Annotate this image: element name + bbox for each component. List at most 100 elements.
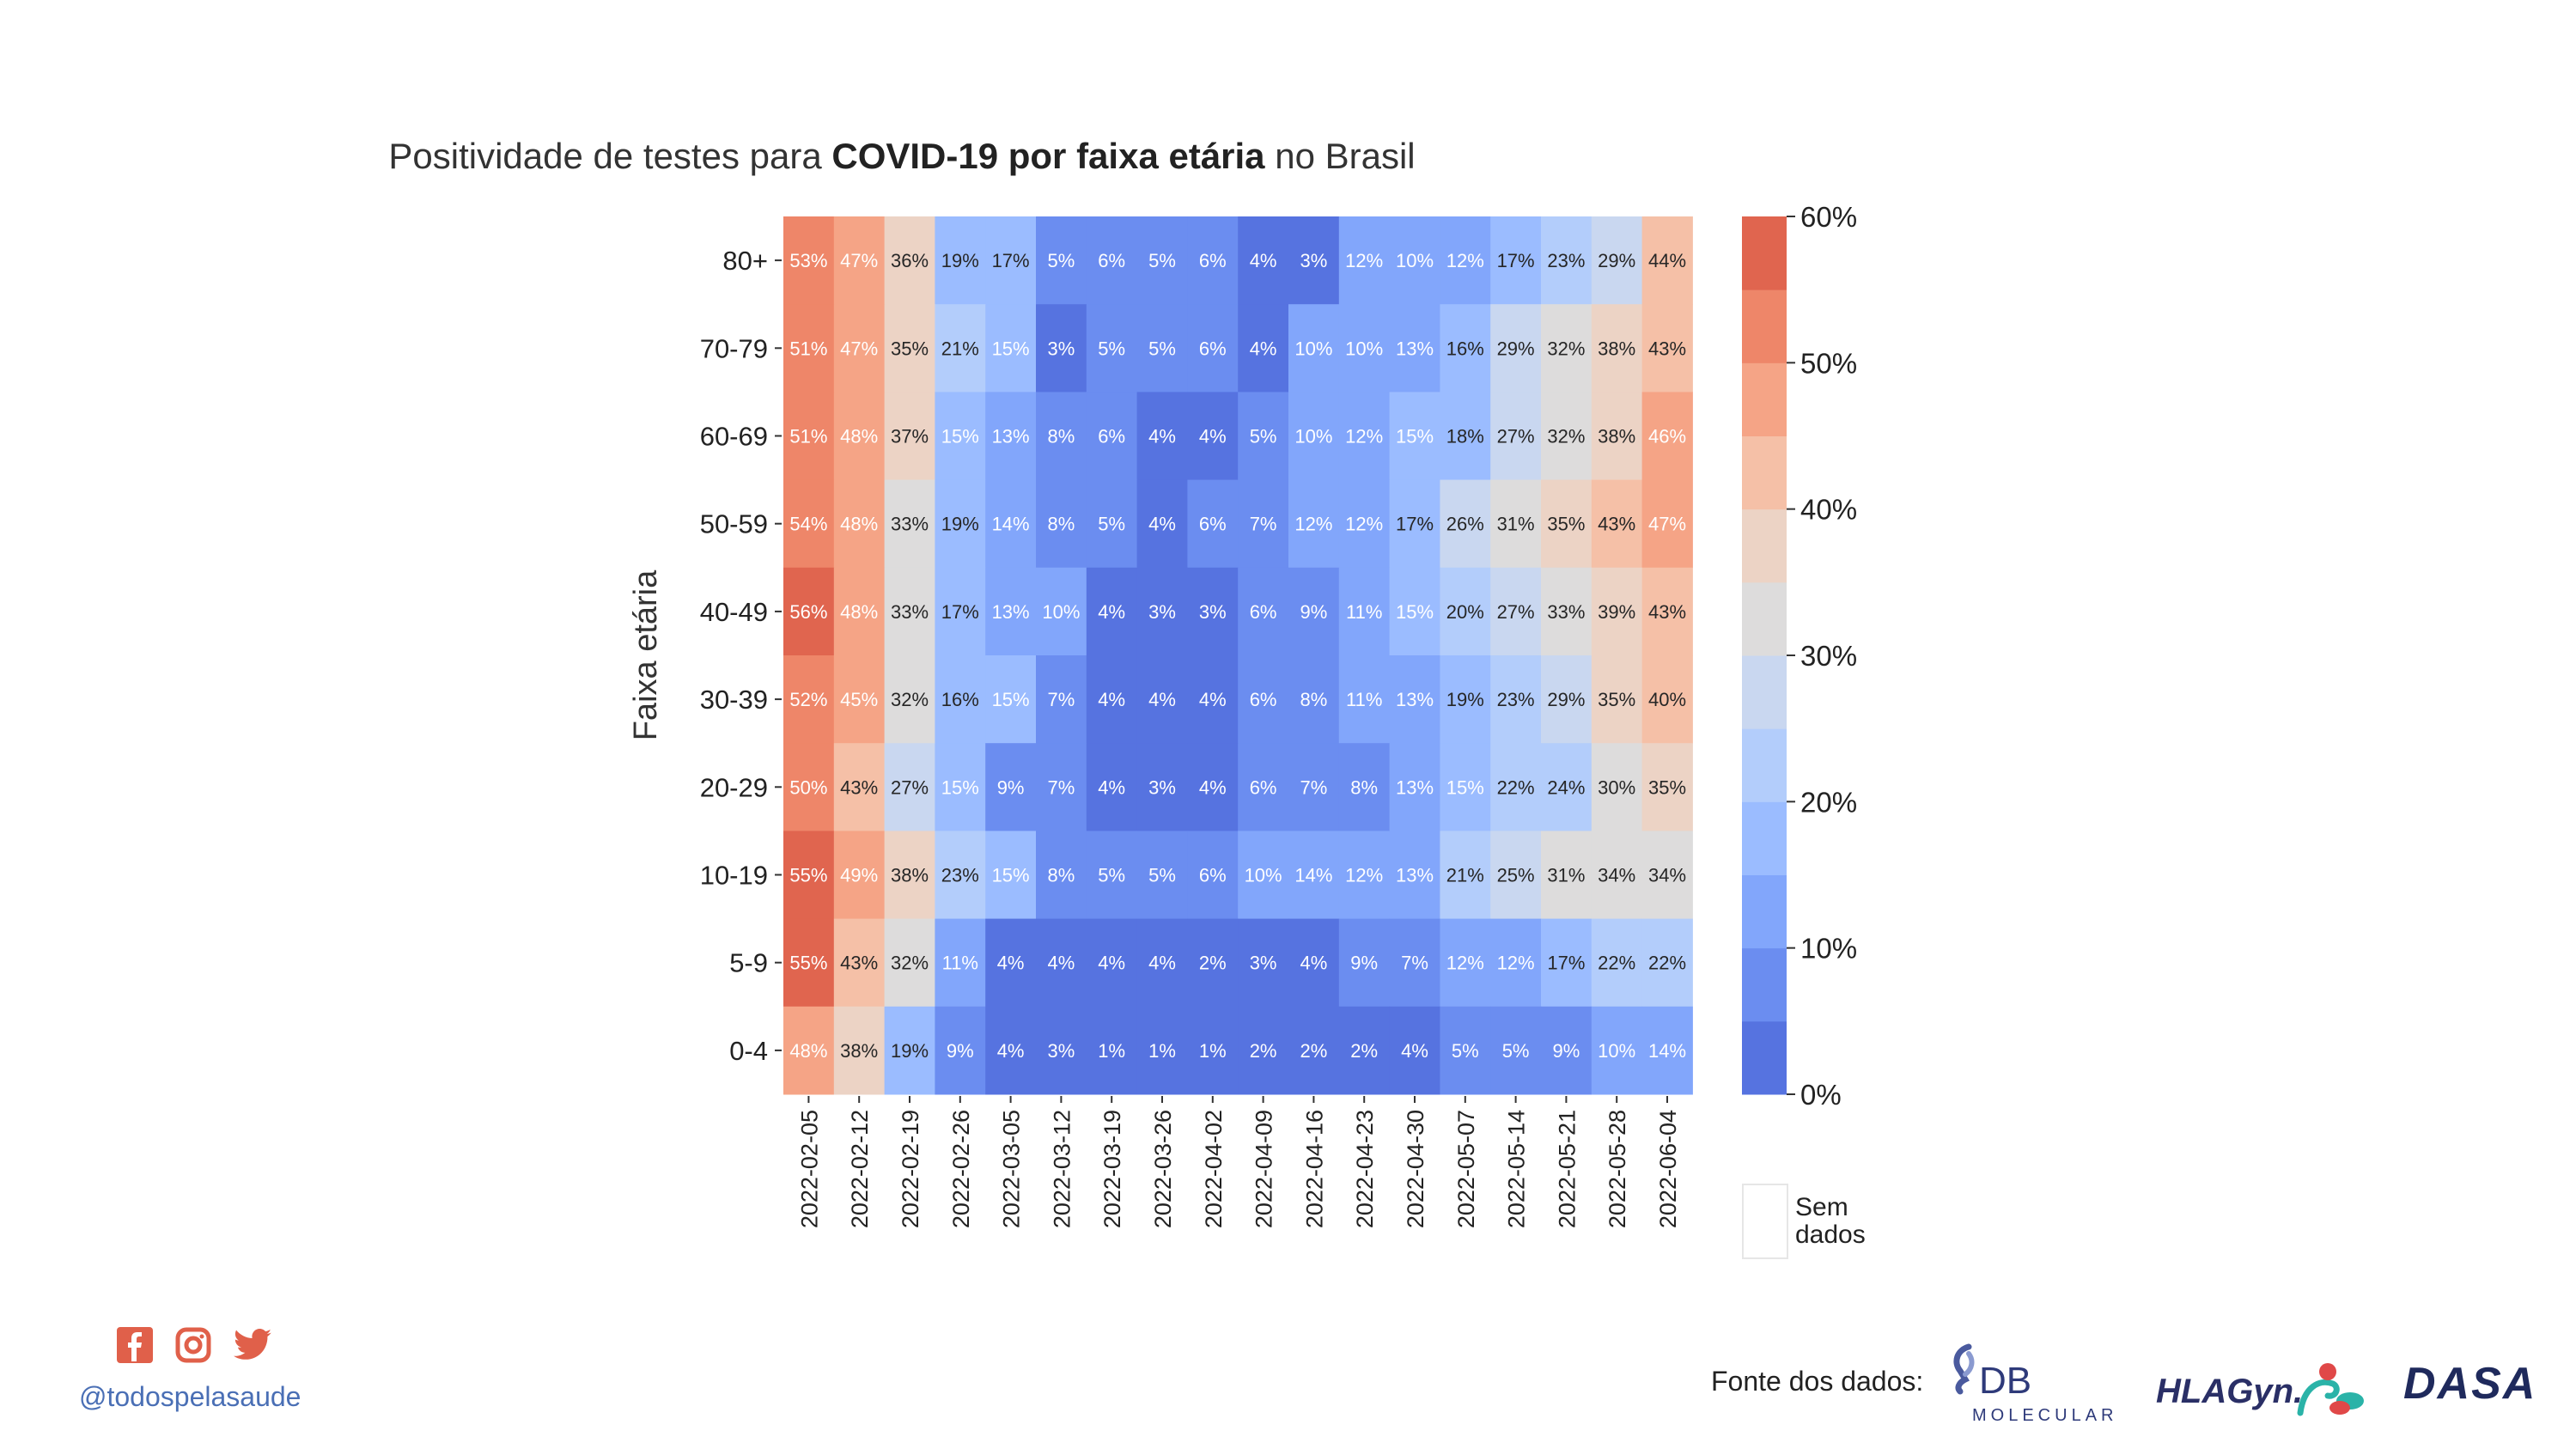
- cell-value-label: 43%: [840, 953, 878, 974]
- heatmap-cell: [1086, 479, 1138, 569]
- heatmap-cell: [1389, 1006, 1440, 1095]
- heatmap-cell: [1136, 655, 1188, 744]
- heatmap-cell: [1338, 918, 1391, 1008]
- cell-value-label: 2%: [1350, 1040, 1378, 1062]
- heatmap-cell: [1338, 743, 1391, 831]
- heatmap-cell: [1086, 392, 1138, 481]
- cell-value-label: 3%: [1300, 250, 1328, 271]
- y-tick-label: 20-29: [700, 772, 768, 802]
- cell-value-label: 6%: [1250, 776, 1277, 798]
- heatmap-cell: [783, 918, 835, 1008]
- cell-value-label: 1%: [1148, 1040, 1176, 1062]
- cell-value-label: 40%: [1648, 689, 1686, 710]
- cell-value-label: 13%: [1396, 689, 1434, 710]
- heatmap-cell: [833, 304, 886, 393]
- cell-value-label: 55%: [789, 865, 827, 886]
- cell-value-label: 6%: [1098, 426, 1125, 447]
- cell-value-label: 27%: [1497, 426, 1535, 447]
- x-tick-label: 2022-02-26: [948, 1110, 974, 1228]
- heatmap-cell: [1036, 567, 1087, 656]
- cell-value-label: 9%: [1350, 953, 1378, 974]
- cell-value-label: 14%: [992, 514, 1030, 535]
- heatmap-cell: [1440, 831, 1491, 920]
- cell-value-label: 9%: [997, 776, 1025, 798]
- cell-value-label: 24%: [1547, 776, 1585, 798]
- cell-value-label: 47%: [840, 250, 878, 271]
- cell-value-label: 38%: [840, 1040, 878, 1062]
- facebook-icon[interactable]: [117, 1327, 153, 1367]
- cell-value-label: 35%: [1648, 776, 1686, 798]
- heatmap-cell: [1389, 743, 1440, 831]
- cell-value-label: 22%: [1598, 953, 1635, 974]
- heatmap-cell: [1288, 918, 1340, 1008]
- heatmap-cell: [1187, 743, 1239, 831]
- cell-value-label: 2%: [1300, 1040, 1328, 1062]
- cell-value-label: 19%: [1446, 689, 1484, 710]
- heatmap-cell: [1490, 479, 1542, 569]
- cell-value-label: 4%: [1250, 250, 1277, 271]
- cell-value-label: 4%: [1098, 689, 1125, 710]
- cell-value-label: 15%: [1396, 426, 1434, 447]
- cell-value-label: 17%: [1547, 953, 1585, 974]
- heatmap-cell: [1136, 392, 1188, 481]
- hlagyn-logo-text: HLAGyn.: [2156, 1373, 2303, 1410]
- heatmap-cell: [1591, 918, 1643, 1008]
- heatmap-cell: [985, 479, 1037, 569]
- cell-value-label: 54%: [789, 514, 827, 535]
- heatmap-cell: [1036, 743, 1087, 831]
- heatmap-cell: [1086, 216, 1138, 305]
- y-tick-label: 80+: [722, 246, 768, 276]
- heatmap-cell: [1389, 479, 1440, 569]
- heatmap-cell: [1490, 216, 1542, 305]
- cell-value-label: 4%: [1148, 426, 1176, 447]
- heatmap-cell: [1541, 479, 1592, 569]
- heatmap-cell: [884, 567, 935, 656]
- colorbar-tick-label: 60%: [1800, 201, 1857, 233]
- y-tick-label: 40-49: [700, 597, 768, 627]
- cell-value-label: 34%: [1648, 865, 1686, 886]
- heatmap-cell: [1288, 304, 1340, 393]
- heatmap-cell: [1187, 567, 1239, 656]
- cell-value-label: 17%: [992, 250, 1030, 271]
- cell-value-label: 32%: [891, 953, 929, 974]
- cell-value-label: 3%: [1199, 601, 1227, 623]
- instagram-icon[interactable]: [175, 1327, 211, 1367]
- heatmap-cell: [1086, 567, 1138, 656]
- heatmap-cell: [985, 918, 1037, 1008]
- heatmap-cell: [1187, 831, 1239, 920]
- no-data-label-line2: dados: [1795, 1221, 1866, 1249]
- cell-value-label: 47%: [1648, 514, 1686, 535]
- cell-value-label: 4%: [1401, 1040, 1428, 1062]
- heatmap-cell: [1288, 567, 1340, 656]
- cell-value-label: 33%: [1547, 601, 1585, 623]
- heatmap-cell: [1086, 743, 1138, 831]
- heatmap-cell: [1036, 655, 1087, 744]
- cell-value-label: 4%: [1098, 601, 1125, 623]
- cell-value-label: 35%: [1598, 689, 1635, 710]
- heatmap-cell: [1389, 831, 1440, 920]
- heatmap-cell: [1036, 918, 1087, 1008]
- cell-value-label: 12%: [1345, 865, 1383, 886]
- heatmap-cell: [783, 216, 835, 305]
- heatmap-cell: [1541, 655, 1592, 744]
- heatmap-cell: [1288, 392, 1340, 481]
- twitter-icon[interactable]: [234, 1329, 271, 1366]
- heatmap-cell: [1641, 1006, 1693, 1095]
- cell-value-label: 3%: [1048, 338, 1075, 359]
- cell-value-label: 39%: [1598, 601, 1635, 623]
- colorbar-tick-label: 20%: [1800, 786, 1857, 818]
- cell-value-label: 32%: [891, 689, 929, 710]
- cell-value-label: 15%: [941, 426, 979, 447]
- hlagyn-logo: HLAGyn.: [2156, 1353, 2379, 1434]
- cell-value-label: 4%: [1148, 689, 1176, 710]
- x-tick-label: 2022-04-30: [1403, 1110, 1428, 1228]
- heatmap-cell: [1541, 743, 1592, 831]
- heatmap-cell: [1187, 479, 1239, 569]
- cell-value-label: 16%: [941, 689, 979, 710]
- social-handle[interactable]: @todospelasaude: [79, 1381, 301, 1412]
- cell-value-label: 32%: [1547, 426, 1585, 447]
- heatmap-cell: [985, 304, 1037, 393]
- heatmap-cell: [1490, 567, 1542, 656]
- cell-value-label: 14%: [1294, 865, 1332, 886]
- cell-value-label: 22%: [1648, 953, 1686, 974]
